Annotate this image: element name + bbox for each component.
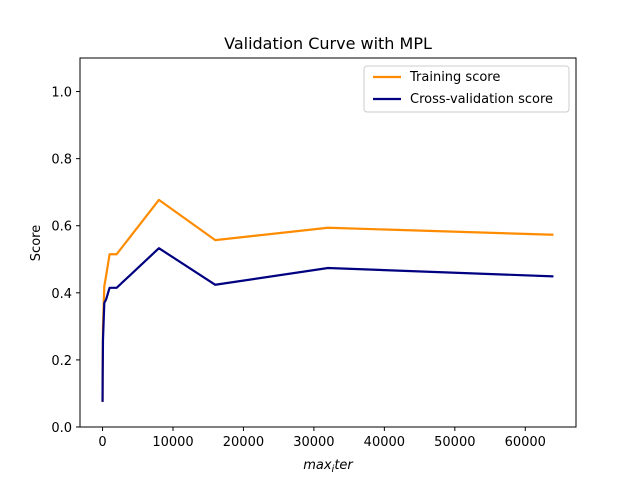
y-tick-label: 0.0 [51,421,72,436]
x-tick-label: 10000 [152,435,193,450]
legend-label-training-score: Training score [409,70,500,85]
y-tick-label: 0.4 [51,287,72,302]
x-tick-label: 20000 [223,435,264,450]
y-tick-label: 1.0 [51,86,72,101]
y-tick-label: 0.6 [51,220,72,235]
x-axis-label-main: max [303,458,332,473]
x-tick-label: 60000 [505,435,546,450]
x-tick-label: 40000 [364,435,405,450]
x-axis-label-subscript: i [332,464,335,475]
y-tick-label: 0.2 [51,354,72,369]
chart-title: Validation Curve with MPL [224,34,432,53]
y-axis-label: Score [29,225,44,261]
legend-frame [363,65,570,113]
legend-label-cross-validation-score: Cross-validation score [410,92,553,107]
x-axis-label-rest: ter [334,458,354,473]
series-line-cross-validation-score [101,247,554,402]
x-tick-label: 30000 [293,435,334,450]
x-axis-label: maxiter [303,458,354,475]
x-tick-label: 0 [98,435,106,450]
y-tick-label: 0.8 [51,153,72,168]
axes-frame [79,57,577,428]
plot-area: 0 10000 20000 30000 40000 50000 60000 0.0 0.2 0.4… [51,57,577,450]
legend: Training score Cross-validation score [363,65,570,113]
x-tick-label: 50000 [434,435,475,450]
